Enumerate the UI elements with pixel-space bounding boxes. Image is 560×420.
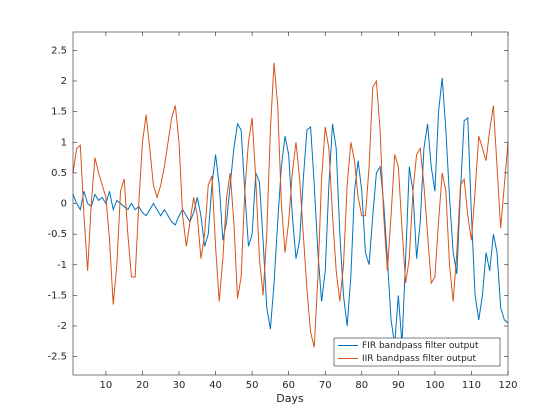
x-tick-label: 50	[246, 380, 259, 391]
x-tick-label: 100	[425, 380, 444, 391]
y-tick-label: 2.5	[51, 45, 67, 56]
x-tick-label: 70	[319, 380, 332, 391]
x-tick-label: 20	[136, 380, 149, 391]
y-tick-label: -2	[57, 321, 67, 332]
y-tick-label: -0.5	[47, 229, 67, 240]
y-tick-label: -1.5	[47, 290, 67, 301]
x-tick-label: 30	[173, 380, 186, 391]
legend-label: FIR bandpass filter output	[362, 341, 479, 351]
y-tick-label: 2	[61, 76, 67, 87]
y-tick-label: -1	[57, 260, 67, 271]
y-tick-label: 0.5	[51, 168, 67, 179]
legend-box	[333, 337, 501, 367]
x-tick-label: 40	[209, 380, 222, 391]
data-line	[72, 77, 509, 345]
legend: FIR bandpass filter output IIR bandpass f…	[333, 337, 501, 367]
y-tick-label: -2.5	[47, 352, 67, 363]
data-line	[72, 62, 509, 348]
legend-label: IIR bandpass filter output	[362, 354, 476, 364]
x-tick-label: 10	[100, 380, 113, 391]
axes-box	[72, 31, 509, 376]
x-tick-label: 90	[392, 380, 405, 391]
x-tick-label: 110	[462, 380, 481, 391]
x-tick-label: 120	[498, 380, 517, 391]
x-tick-label: 80	[355, 380, 368, 391]
x-axis-label: Days	[276, 392, 304, 405]
y-tick-label: 1.5	[51, 107, 67, 118]
y-tick-label: 1	[61, 137, 67, 148]
x-tick-label: 60	[282, 380, 295, 391]
y-tick-label: 0	[61, 199, 67, 210]
